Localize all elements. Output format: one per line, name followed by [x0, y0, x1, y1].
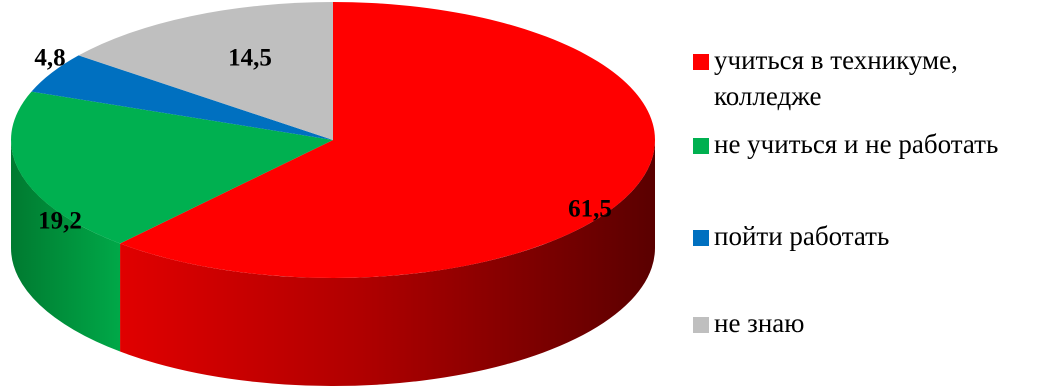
- legend-swatch: [693, 230, 709, 246]
- legend-swatch: [693, 54, 709, 70]
- pie-side-layer: [11, 140, 656, 386]
- data-label-61-5: 61,5: [568, 196, 612, 223]
- legend-label: колледже: [714, 81, 822, 111]
- slice-ne-uchitsya: [11, 91, 334, 244]
- slice-poyti-rabotat: [31, 55, 333, 141]
- legend-label: не учиться и не работать: [714, 129, 998, 159]
- data-label-14-5: 14,5: [228, 45, 272, 72]
- slice-uchitsya-side: [120, 140, 656, 386]
- legend-item-uchitsya: учиться в техникуме, колледже: [693, 45, 958, 111]
- legend-label: пойти работать: [714, 221, 889, 251]
- legend-item-ne-znayu: не знаю: [693, 308, 804, 338]
- slice-ne-uchitsya-side: [11, 140, 121, 352]
- slice-uchitsya: [120, 2, 656, 278]
- legend-swatch: [693, 138, 709, 154]
- legend: учиться в техникуме, колледже не учиться и…: [693, 45, 998, 338]
- data-label-19-2: 19,2: [38, 208, 82, 235]
- data-labels: 61,5 19,2 4,8 14,5: [34, 45, 612, 235]
- legend-item-poyti-rabotat: пойти работать: [693, 221, 889, 251]
- legend-swatch: [693, 317, 709, 333]
- pie-top-layer: [11, 2, 656, 278]
- slice-ne-znayu: [78, 2, 333, 140]
- legend-label: не знаю: [714, 308, 804, 338]
- legend-label: учиться в техникуме,: [714, 45, 958, 75]
- legend-item-ne-uchitsya: не учиться и не работать: [693, 129, 998, 159]
- data-label-4-8: 4,8: [34, 45, 65, 72]
